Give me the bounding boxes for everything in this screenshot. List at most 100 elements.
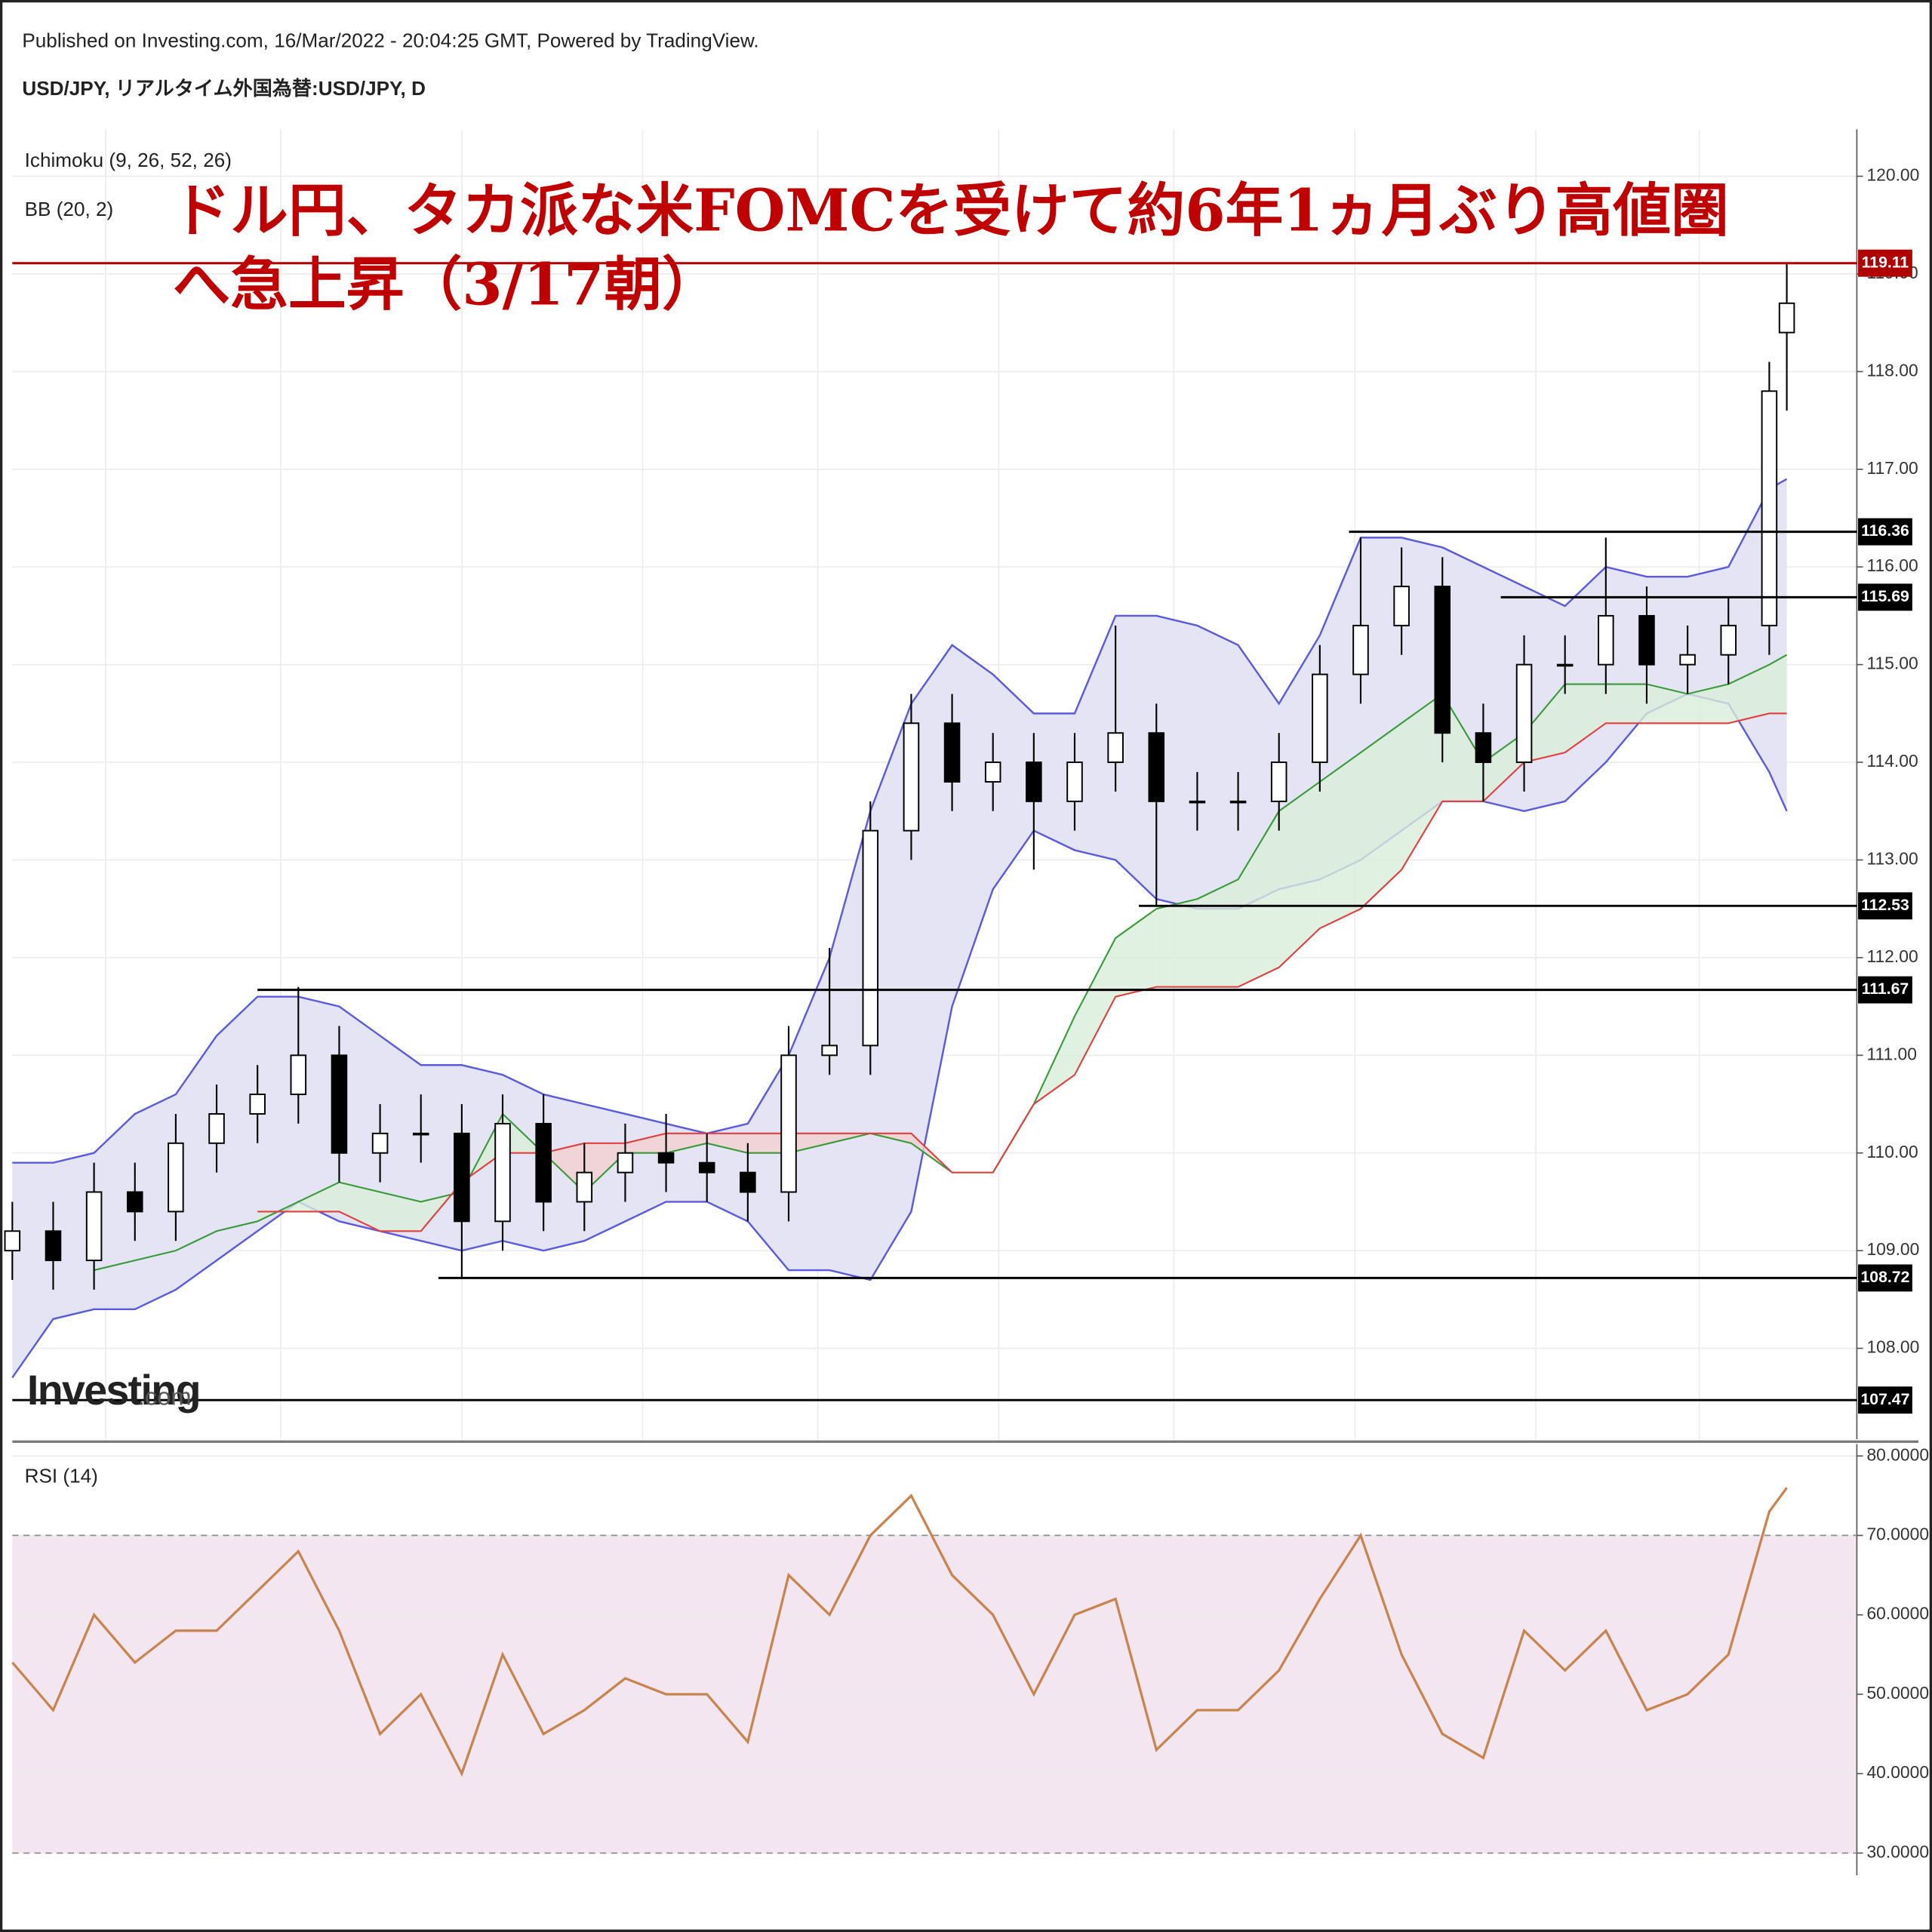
y-tick-label: 30.0000 <box>1866 1841 1929 1861</box>
candle-body <box>412 1132 429 1136</box>
candle-body <box>1148 732 1165 802</box>
y-tick-label: 111.00 <box>1866 1044 1916 1063</box>
candle-body <box>1556 663 1574 667</box>
candle-body <box>535 1122 552 1203</box>
level-box <box>1858 1264 1912 1292</box>
candle-body <box>1189 800 1206 804</box>
published: Published on Investing.com, 16/Mar/2022 … <box>22 29 758 51</box>
cloud-line <box>257 712 1787 1232</box>
cloud-fill <box>1156 899 1198 987</box>
y-tick-label: 118.00 <box>1866 360 1918 380</box>
candle-body <box>1638 614 1655 666</box>
candle-body <box>698 1161 715 1174</box>
candle-body <box>126 1191 143 1213</box>
cloud-fill <box>1728 664 1770 724</box>
candle-body <box>740 1171 756 1193</box>
candle-body <box>4 1230 21 1252</box>
candle-body <box>45 1230 62 1262</box>
cloud-fill <box>339 1182 380 1232</box>
cloud-fill <box>543 1143 585 1192</box>
cloud-fill <box>1360 723 1402 909</box>
cloud-fill <box>1483 733 1524 801</box>
y-tick-label: 114.00 <box>1866 751 1918 771</box>
y-tick-label: 112.00 <box>1866 946 1918 966</box>
y-tick-label: 110.00 <box>1866 1142 1918 1161</box>
candle-body <box>943 722 961 783</box>
level-label: 116.36 <box>1861 522 1909 540</box>
level-label: 119.11 <box>1862 254 1909 271</box>
candle-body <box>1720 624 1737 656</box>
logo-suffix: .com <box>138 1383 192 1411</box>
logo: Investing <box>27 1367 200 1414</box>
bb-label: BB (20, 2) <box>25 198 114 220</box>
y-tick-label: 40.0000 <box>1866 1762 1929 1782</box>
candle-body <box>1352 624 1369 675</box>
level-label: 111.67 <box>1862 980 1909 998</box>
cloud-fill <box>1646 684 1688 724</box>
y-tick-label: 60.0000 <box>1866 1604 1929 1623</box>
candle-body <box>1778 302 1795 334</box>
cloud-fill <box>1238 811 1279 987</box>
candle-body <box>1515 663 1533 764</box>
y-tick-label: 117.00 <box>1866 458 1918 478</box>
cloud-fill <box>747 1133 789 1153</box>
cloud-fill <box>789 1133 830 1153</box>
cloud-fill <box>1278 781 1320 968</box>
candle-body <box>1679 654 1696 666</box>
plots: 108.00 109.00 110.00 111.00 112.00 113.00 114.… <box>4 129 1929 1875</box>
candle-body <box>494 1122 511 1223</box>
candle-body <box>903 722 920 832</box>
y-tick-label: 113.00 <box>1866 849 1918 869</box>
cloud-fill <box>1442 694 1484 801</box>
candle-body <box>1434 586 1451 734</box>
level-box <box>1858 583 1912 611</box>
y-tick-label: 108.00 <box>1866 1337 1919 1357</box>
level-box <box>1858 249 1912 277</box>
ichimoku-label: Ichimoku (9, 26, 52, 26) <box>25 149 232 171</box>
candle-body <box>290 1054 307 1096</box>
y-tick-label: 70.0000 <box>1866 1524 1929 1544</box>
level-label: 112.53 <box>1861 897 1909 914</box>
candle-body <box>168 1142 184 1213</box>
level-box <box>1858 1386 1912 1414</box>
candle-body <box>984 761 1001 783</box>
cloud-fill <box>1605 684 1647 724</box>
y-tick-label: 115.00 <box>1866 654 1918 673</box>
candle-body <box>331 1054 348 1154</box>
candle-body <box>1761 390 1778 626</box>
y-tick-label: 50.0000 <box>1866 1683 1929 1703</box>
candle-body <box>454 1132 470 1223</box>
cloud-fill <box>1687 684 1729 724</box>
cloud-fill <box>625 1133 666 1153</box>
cloud-fill <box>1074 938 1116 1075</box>
level-label: 108.72 <box>1861 1269 1910 1286</box>
candle-body <box>1598 614 1614 666</box>
symbol: USD/JPY, リアルタイム外国為替:USD/JPY, D <box>22 77 426 100</box>
cloud-fill <box>298 1182 340 1212</box>
candle-body <box>1229 800 1247 804</box>
candle-body <box>1393 586 1410 626</box>
candle-body <box>1475 732 1492 764</box>
cloud-fill <box>1319 752 1361 929</box>
candle-body <box>371 1132 389 1154</box>
candle-body <box>862 829 879 1047</box>
cloud-fill <box>584 1143 626 1192</box>
cloud-fill <box>706 1133 748 1153</box>
level-box <box>1858 976 1912 1004</box>
rsi-label: RSI (14) <box>25 1464 98 1487</box>
candle-body <box>85 1191 103 1262</box>
cloud-fill <box>380 1192 421 1232</box>
candle-body <box>780 1054 797 1193</box>
chart-title: ドル円、タカ派な米FOMCを受けて約6年1ヵ月ぶり高値圏へ急上昇（3/17朝） <box>172 177 1729 319</box>
level-label: 115.69 <box>1861 588 1909 605</box>
cloud-fill <box>1524 684 1565 763</box>
candle-body <box>657 1152 675 1164</box>
candle-body <box>1107 732 1124 764</box>
candle-body <box>1312 673 1328 764</box>
cloud-fill <box>1769 654 1787 714</box>
candle-body <box>821 1044 838 1057</box>
cloud-fill <box>1401 694 1443 870</box>
title-area: ドル円、タカ派な米FOMCを受けて約6年1ヵ月ぶり高値圏へ急上昇（3/17朝） <box>172 177 1729 319</box>
candle-body <box>617 1152 634 1174</box>
